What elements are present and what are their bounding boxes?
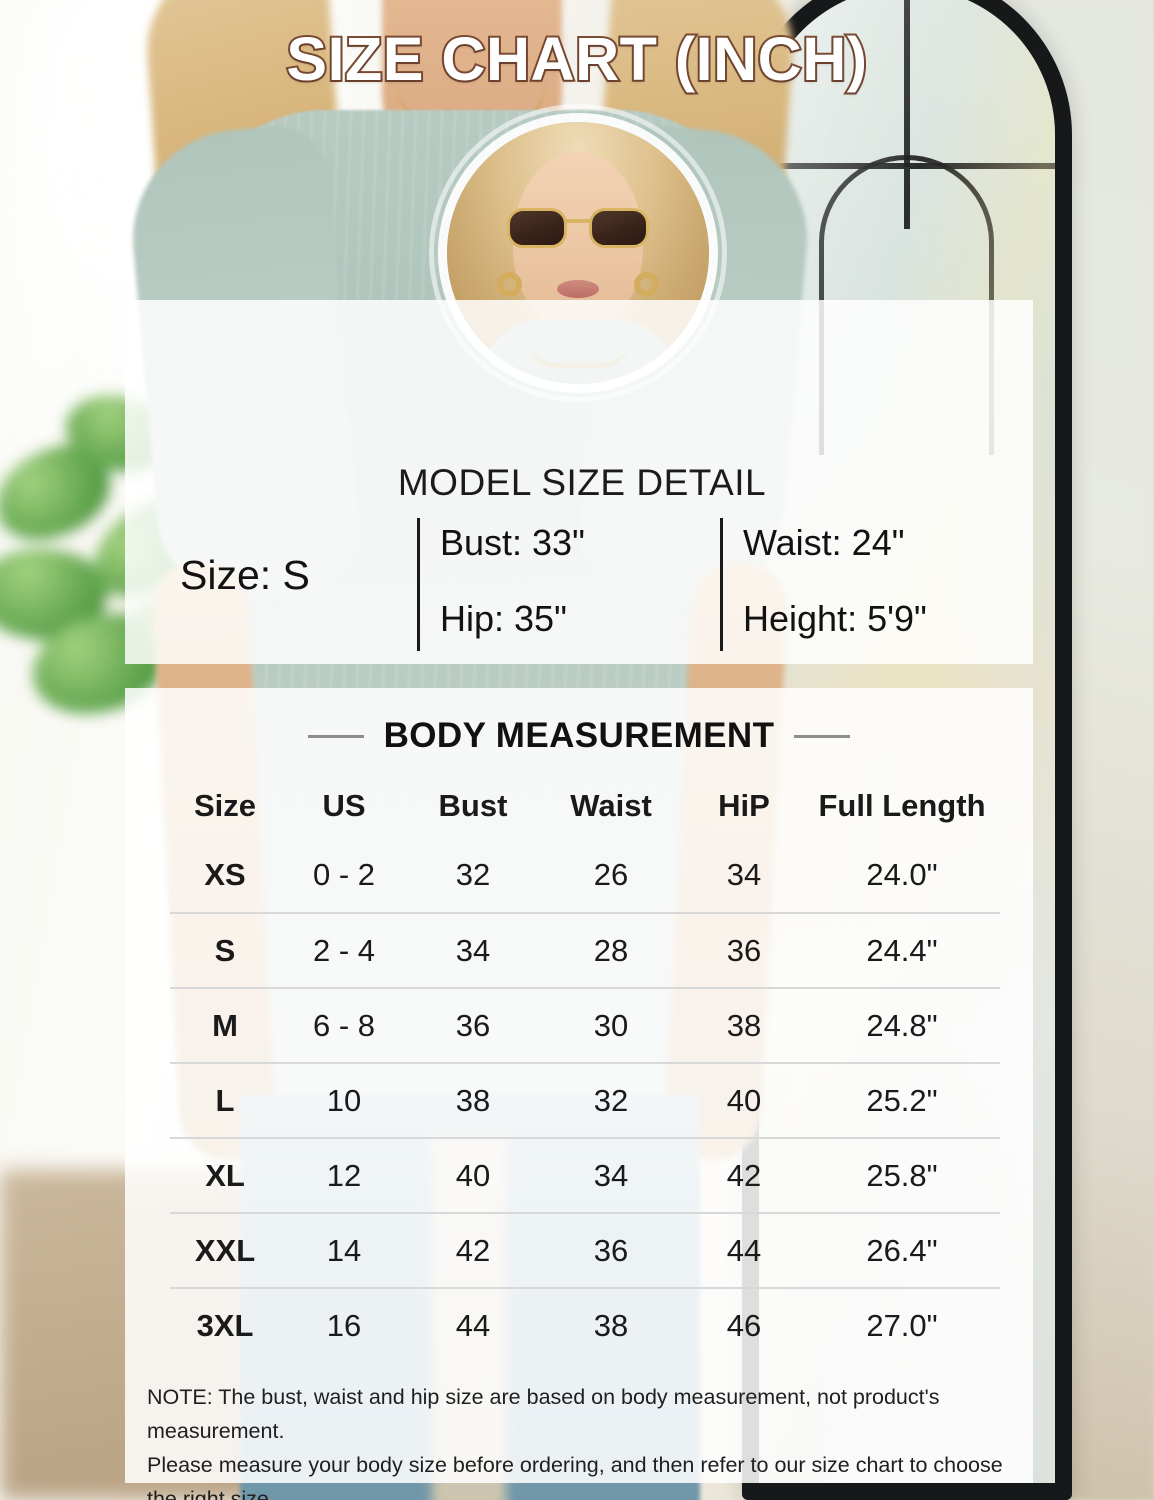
cell-full-length: 26.4" — [866, 1232, 938, 1268]
cell-us: 16 — [326, 1308, 362, 1343]
sunglasses-icon — [507, 208, 649, 248]
model-bust: Bust: 33" — [440, 522, 585, 563]
body-measurement-panel: BODY MEASUREMENT Size US Bust Waist HiP … — [125, 688, 1033, 1500]
table-row: 3XL 16 44 38 46 27.0" — [170, 1288, 1000, 1363]
cell-bust: 42 — [455, 1232, 491, 1268]
hoop-earring-right-icon — [634, 272, 659, 297]
cell-hip: 42 — [726, 1157, 762, 1193]
model-detail-divider-2 — [720, 518, 723, 651]
sunglasses-lens-left — [507, 208, 567, 248]
model-waist: Waist: 24" — [743, 522, 905, 563]
cell-waist: 26 — [593, 857, 629, 892]
column-header-size: Size — [193, 788, 257, 823]
cell-waist: 28 — [593, 932, 629, 968]
note-block: NOTE: The bust, waist and hip size are b… — [147, 1380, 1027, 1500]
note-line-1: NOTE: The bust, waist and hip size are b… — [147, 1385, 940, 1443]
cell-waist: 34 — [593, 1157, 629, 1193]
cell-full-length: 24.0" — [866, 857, 938, 892]
cell-full-length: 25.8" — [866, 1157, 938, 1193]
page-title: SIZE CHART (INCH) — [284, 23, 869, 95]
hoop-earring-left-icon — [497, 272, 522, 297]
cell-bust: 36 — [455, 1007, 491, 1043]
cell-full-length: 24.8" — [866, 1007, 938, 1043]
cell-hip: 44 — [726, 1232, 762, 1268]
cell-us: 14 — [326, 1232, 362, 1268]
cell-us: 0 - 2 — [312, 857, 376, 892]
heading-dash-right — [794, 734, 851, 738]
column-header-bust: Bust — [438, 788, 508, 823]
column-header-full-length: Full Length — [818, 788, 986, 823]
model-height: Height: 5'9" — [743, 598, 927, 639]
model-size-detail-panel: MODEL SIZE DETAIL Size: S Bust: 33" Hip:… — [125, 300, 1033, 664]
cell-size: M — [212, 1007, 238, 1043]
cell-hip: 38 — [726, 1007, 762, 1043]
cell-hip: 34 — [726, 857, 762, 892]
body-measurement-title: BODY MEASUREMENT — [383, 716, 775, 755]
cell-full-length: 27.0" — [866, 1308, 938, 1343]
cell-size: 3XL — [196, 1308, 254, 1343]
cell-us: 10 — [326, 1082, 362, 1118]
cell-waist: 38 — [593, 1308, 629, 1343]
table-row: XS 0 - 2 32 26 34 24.0" — [170, 838, 1000, 913]
table-row: XL 12 40 34 42 25.8" — [170, 1138, 1000, 1213]
cell-hip: 36 — [726, 932, 762, 968]
sunglasses-lens-right — [589, 208, 649, 248]
table-header-row: Size US Bust Waist HiP Full Length — [170, 774, 1000, 838]
cell-waist: 32 — [593, 1082, 629, 1118]
cell-us: 2 - 4 — [312, 932, 376, 968]
table-row: S 2 - 4 34 28 36 24.4" — [170, 913, 1000, 988]
cell-size: L — [215, 1082, 235, 1118]
heading-dash-left — [307, 734, 364, 738]
cell-bust: 40 — [455, 1157, 491, 1193]
note-line-2: Please measure your body size before ord… — [147, 1453, 1003, 1500]
portrait-lips — [557, 280, 599, 298]
cell-us: 6 - 8 — [312, 1007, 376, 1043]
cell-bust: 38 — [455, 1082, 491, 1118]
model-size-value: Size: S — [180, 552, 310, 598]
cell-size: XL — [205, 1157, 245, 1193]
cell-hip: 40 — [726, 1082, 762, 1118]
cell-bust: 34 — [455, 932, 491, 968]
cell-size: XS — [204, 857, 246, 892]
size-table: Size US Bust Waist HiP Full Length XS 0 … — [170, 774, 1000, 1363]
cell-size: XXL — [194, 1232, 256, 1268]
cell-full-length: 24.4" — [866, 932, 938, 968]
table-row: M 6 - 8 36 30 38 24.8" — [170, 988, 1000, 1063]
sunglasses-bridge — [565, 219, 591, 223]
table-row: L 10 38 32 40 25.2" — [170, 1063, 1000, 1138]
model-size-detail-heading: MODEL SIZE DETAIL — [397, 462, 767, 503]
cell-hip: 46 — [726, 1308, 762, 1343]
cell-full-length: 25.2" — [866, 1082, 938, 1118]
model-detail-divider-1 — [417, 518, 420, 651]
table-row: XXL 14 42 36 44 26.4" — [170, 1213, 1000, 1288]
model-hip: Hip: 35" — [440, 598, 567, 639]
column-header-waist: Waist — [570, 788, 652, 823]
cell-size: S — [214, 932, 236, 968]
column-header-hip: HiP — [718, 788, 770, 823]
cell-bust: 32 — [455, 857, 491, 892]
cell-bust: 44 — [455, 1308, 491, 1343]
cell-waist: 36 — [593, 1232, 629, 1268]
body-measurement-heading: BODY MEASUREMENT — [125, 716, 1033, 756]
cell-waist: 30 — [593, 1007, 629, 1043]
cell-us: 12 — [326, 1157, 362, 1193]
column-header-us: US — [322, 788, 366, 823]
